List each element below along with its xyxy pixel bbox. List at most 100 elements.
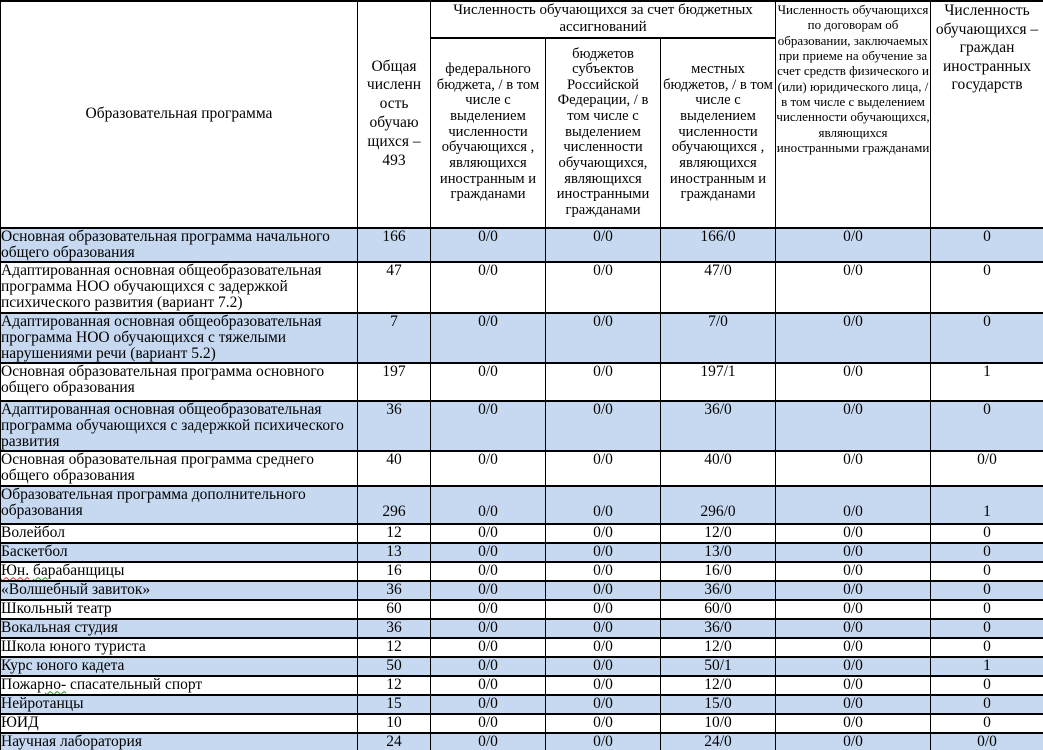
table-row: Баскетбол 13 0/0 0/0 13/0 0/0 0 (0, 541, 1043, 563)
program-cell: Научная лаборатория (0, 731, 358, 750)
foreign-citizens-cell: 1 (930, 362, 1043, 403)
program-cell: Адаптированная основная общеобразователь… (0, 311, 358, 365)
table-row: «Волшебный завиток» 36 0/0 0/0 36/0 0/0 0 (0, 579, 1043, 601)
table-row: Научная лаборатория 24 0/0 0/0 24/0 0/0 0/0 (0, 731, 1043, 750)
local-budget-cell: 16/0 (660, 560, 776, 582)
total-cell: 16 (357, 560, 431, 582)
total-cell: 10 (357, 712, 431, 734)
header-federal-budget: федерального бюджета, / в том числе с вы… (430, 36, 546, 229)
regional-budget-cell: 0/0 (545, 598, 661, 620)
program-cell: Баскетбол (0, 541, 358, 563)
table-row: ЮИД 10 0/0 0/0 10/0 0/0 0 (0, 712, 1043, 734)
table-row: Нейротанцы 15 0/0 0/0 15/0 0/0 0 (0, 693, 1043, 715)
total-cell: 50 (357, 655, 431, 677)
federal-budget-cell: 0/0 (430, 484, 546, 525)
total-cell: 40 (357, 450, 431, 487)
total-cell: 12 (357, 674, 431, 696)
contracts-cell: 0/0 (775, 693, 931, 715)
total-cell: 12 (357, 522, 431, 544)
total-cell: 12 (357, 636, 431, 658)
federal-budget-cell: 0/0 (430, 522, 546, 544)
foreign-citizens-cell: 0 (930, 541, 1043, 563)
foreign-citizens-cell: 0 (930, 226, 1043, 263)
table-row: Волейбол 12 0/0 0/0 12/0 0/0 0 (0, 522, 1043, 544)
table-row: Адаптированная основная общеобразователь… (0, 400, 1043, 453)
foreign-citizens-cell: 0 (930, 579, 1043, 601)
program-cell: Адаптированная основная общеобразователь… (0, 400, 358, 453)
header-total-enrollment: Общая численн ость обучаю щихся – 493 (357, 0, 431, 229)
foreign-citizens-cell: 0/0 (930, 731, 1043, 750)
federal-budget-cell: 0/0 (430, 362, 546, 403)
regional-budget-cell: 0/0 (545, 484, 661, 525)
local-budget-cell: 13/0 (660, 541, 776, 563)
local-budget-cell: 197/1 (660, 362, 776, 403)
header-contracts: Численность обучающихся по договорам об … (775, 0, 931, 229)
foreign-citizens-cell: 0 (930, 400, 1043, 453)
total-cell: 36 (357, 400, 431, 453)
total-cell: 15 (357, 693, 431, 715)
table-row: Основная образовательная программа начал… (0, 226, 1043, 263)
contracts-cell: 0/0 (775, 617, 931, 639)
local-budget-cell: 15/0 (660, 693, 776, 715)
program-cell: Школа юного туриста (0, 636, 358, 658)
regional-budget-cell: 0/0 (545, 693, 661, 715)
program-cell: Образовательная программа дополнительног… (0, 484, 358, 525)
table-row: Школьный театр 60 0/0 0/0 60/0 0/0 0 (0, 598, 1043, 620)
local-budget-cell: 12/0 (660, 636, 776, 658)
table-row: Адаптированная основная общеобразователь… (0, 260, 1043, 314)
contracts-cell: 0/0 (775, 674, 931, 696)
program-cell: Адаптированная основная общеобразователь… (0, 260, 358, 314)
header-regional-budget: бюджетов субъектов Российской Федерации,… (545, 36, 661, 229)
program-cell: Школьный театр (0, 598, 358, 620)
program-cell: Курс юного кадета (0, 655, 358, 677)
header-row-top: Образовательная программа Общая численн … (0, 0, 1043, 229)
program-cell: Основная образовательная программа средн… (0, 450, 358, 487)
table-header: Образовательная программа Общая численн … (0, 0, 1043, 229)
local-budget-cell: 10/0 (660, 712, 776, 734)
local-budget-cell: 36/0 (660, 400, 776, 453)
table-row: Школа юного туриста 12 0/0 0/0 12/0 0/0 0 (0, 636, 1043, 658)
regional-budget-cell: 0/0 (545, 731, 661, 750)
foreign-citizens-cell: 0 (930, 693, 1043, 715)
local-budget-cell: 12/0 (660, 522, 776, 544)
foreign-citizens-cell: 0 (930, 311, 1043, 365)
local-budget-cell: 24/0 (660, 731, 776, 750)
foreign-citizens-cell: 0 (930, 260, 1043, 314)
foreign-citizens-cell: 1 (930, 655, 1043, 677)
foreign-citizens-cell: 0 (930, 617, 1043, 639)
table-row: Курс юного кадета 50 0/0 0/0 50/1 0/0 1 (0, 655, 1043, 677)
federal-budget-cell: 0/0 (430, 311, 546, 365)
local-budget-cell: 36/0 (660, 579, 776, 601)
local-budget-cell: 296/0 (660, 484, 776, 525)
foreign-citizens-cell: 0 (930, 598, 1043, 620)
contracts-cell: 0/0 (775, 484, 931, 525)
contracts-cell: 0/0 (775, 311, 931, 365)
contracts-cell: 0/0 (775, 226, 931, 263)
regional-budget-cell: 0/0 (545, 362, 661, 403)
regional-budget-cell: 0/0 (545, 617, 661, 639)
total-cell: 36 (357, 617, 431, 639)
federal-budget-cell: 0/0 (430, 731, 546, 750)
table-row: Образовательная программа дополнительног… (0, 484, 1043, 525)
federal-budget-cell: 0/0 (430, 579, 546, 601)
table-body: Основная образовательная программа начал… (0, 226, 1043, 750)
federal-budget-cell: 0/0 (430, 674, 546, 696)
regional-budget-cell: 0/0 (545, 636, 661, 658)
total-cell: 166 (357, 226, 431, 263)
federal-budget-cell: 0/0 (430, 260, 546, 314)
foreign-citizens-cell: 1 (930, 484, 1043, 525)
federal-budget-cell: 0/0 (430, 655, 546, 677)
local-budget-cell: 47/0 (660, 260, 776, 314)
total-cell: 24 (357, 731, 431, 750)
header-budget-group: Численность обучающихся за счет бюджетны… (430, 0, 776, 39)
total-cell: 47 (357, 260, 431, 314)
contracts-cell: 0/0 (775, 731, 931, 750)
program-cell: Основная образовательная программа основ… (0, 362, 358, 403)
regional-budget-cell: 0/0 (545, 400, 661, 453)
contracts-cell: 0/0 (775, 522, 931, 544)
header-local-budget: местных бюджетов, / в том числе с выделе… (660, 36, 776, 229)
contracts-cell: 0/0 (775, 541, 931, 563)
foreign-citizens-cell: 0/0 (930, 450, 1043, 487)
